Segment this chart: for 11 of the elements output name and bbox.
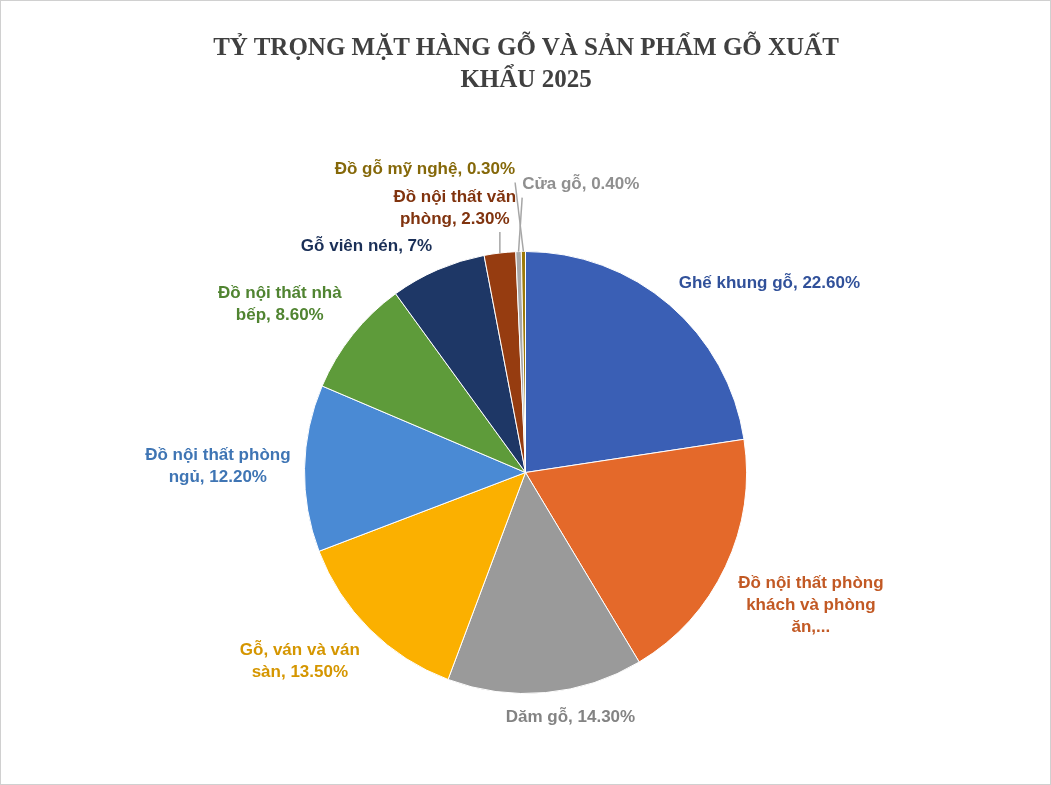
- slice-label: Đồ nội thất phòng khách và phòng ăn,...: [738, 573, 884, 637]
- slice-label: Gỗ, ván và ván sàn, 13.50%: [239, 639, 360, 681]
- slice-label: Đồ nội thất phòng ngủ, 12.20%: [145, 445, 291, 487]
- chart-title: TỶ TRỌNG MẶT HÀNG GỖ VÀ SẢN PHẨM GỖ XUẤT KHẨU 2025: [212, 31, 840, 94]
- slice-label: Cửa gỗ, 0.40%: [522, 174, 640, 194]
- slice-label: Ghế khung gỗ, 22.60%: [678, 272, 861, 292]
- slice-label: Đồ nội thất nhà bếp, 8.60%: [217, 282, 343, 324]
- slice-label: Gỗ viên nén, 7%: [300, 235, 433, 255]
- slice-label: Đồ gỗ mỹ nghệ, 0.30%: [334, 159, 516, 179]
- slice-label: Đồ nội thất văn phòng, 2.30%: [393, 186, 517, 228]
- slice-label: Dăm gỗ, 14.30%: [505, 707, 636, 727]
